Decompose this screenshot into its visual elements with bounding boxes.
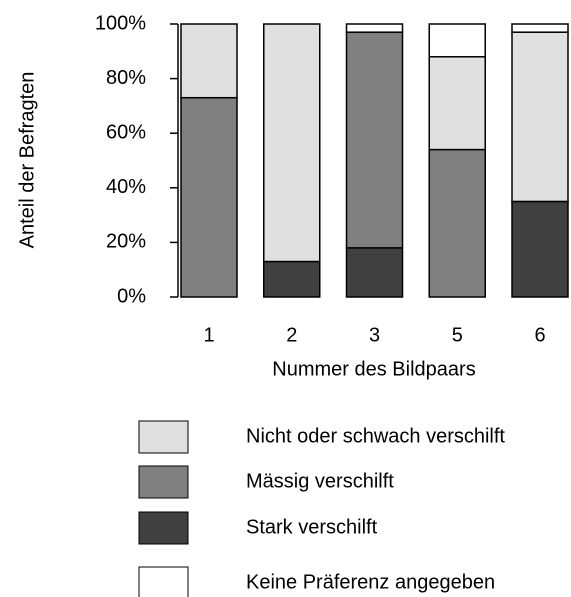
y-tick-label: 100% bbox=[95, 12, 146, 34]
x-tick-label: 5 bbox=[452, 324, 463, 346]
legend-label: Stark verschilft bbox=[246, 516, 378, 538]
y-tick-label: 0% bbox=[117, 285, 146, 307]
y-tick-label: 20% bbox=[106, 231, 146, 253]
legend-label: Keine Präferenz angegeben bbox=[246, 571, 495, 593]
bar-segment bbox=[428, 56, 486, 151]
bar-segment bbox=[428, 23, 486, 58]
x-tick-label: 3 bbox=[369, 324, 380, 346]
legend-swatch bbox=[138, 465, 189, 499]
x-axis-label: Nummer des Bildpaars bbox=[272, 358, 475, 380]
legend-label: Nicht oder schwach verschilft bbox=[246, 425, 505, 447]
bar-segment bbox=[511, 23, 569, 33]
legend-swatch bbox=[138, 566, 189, 597]
bar-segment bbox=[263, 260, 321, 298]
x-tick-label: 6 bbox=[534, 324, 545, 346]
bar-segment bbox=[180, 96, 238, 298]
legend-label: Mässig verschilft bbox=[246, 470, 394, 492]
bar-segment bbox=[511, 200, 569, 298]
legend-swatch bbox=[138, 420, 189, 454]
bar-segment bbox=[345, 31, 404, 249]
x-tick-label: 1 bbox=[203, 324, 214, 346]
x-tick-label: 2 bbox=[286, 324, 297, 346]
bar-segment bbox=[345, 247, 404, 298]
y-tick-label: 80% bbox=[106, 67, 146, 89]
y-axis-label: Anteil der Befragten bbox=[16, 72, 38, 249]
y-tick-label: 40% bbox=[106, 176, 146, 198]
legend-swatch bbox=[138, 511, 189, 545]
bar-segment bbox=[345, 23, 404, 33]
bar-segment bbox=[511, 31, 569, 203]
bar-segment bbox=[263, 23, 321, 263]
bar-segment bbox=[180, 23, 238, 99]
bar-segment bbox=[428, 148, 486, 298]
y-tick-label: 60% bbox=[106, 121, 146, 143]
